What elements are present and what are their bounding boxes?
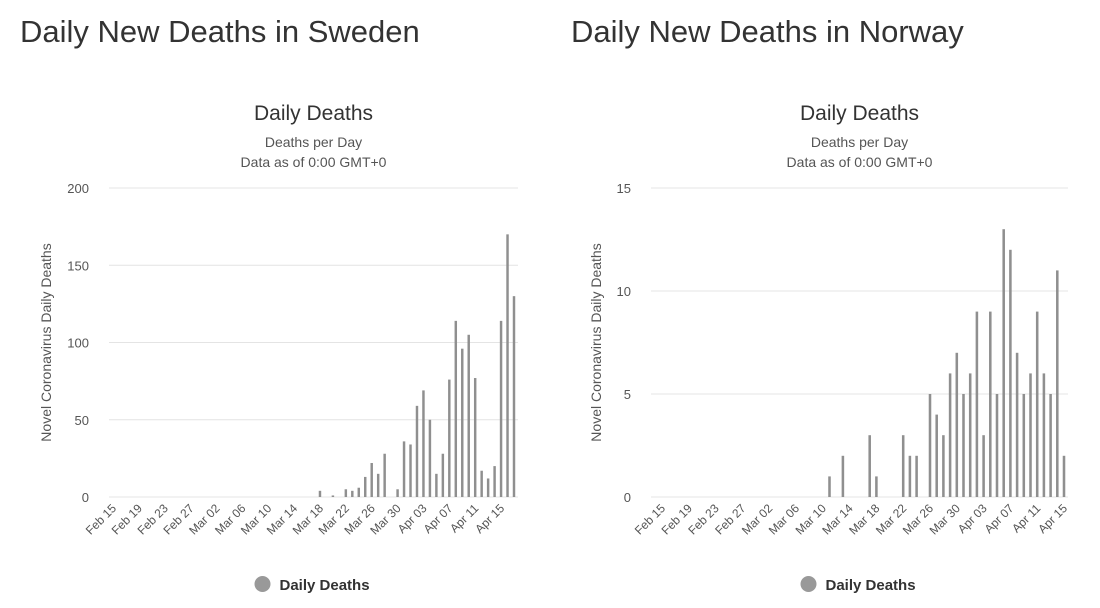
legend-marker	[800, 576, 817, 592]
bar	[1049, 394, 1052, 497]
bar	[1056, 270, 1059, 497]
bar	[995, 394, 999, 497]
bar	[467, 334, 470, 497]
x-tick-label: Apr 15	[472, 501, 507, 536]
bar	[948, 373, 952, 497]
y-tick-label: 10	[617, 284, 631, 299]
y-axis-label: Novel Coronavirus Daily Deaths	[588, 243, 604, 441]
bar	[364, 476, 367, 497]
bar	[868, 435, 871, 497]
legend-label: Daily Deaths	[280, 577, 370, 594]
bar	[480, 470, 483, 497]
chart-title: Daily Deaths	[254, 102, 373, 125]
bar	[982, 435, 985, 497]
bar	[461, 348, 464, 497]
y-tick-label: 0	[82, 490, 89, 505]
bar	[454, 320, 458, 497]
legend-label: Daily Deaths	[826, 577, 916, 594]
bar	[376, 473, 380, 497]
bar	[351, 490, 354, 497]
bar	[928, 394, 932, 497]
y-tick-label: 150	[67, 258, 89, 273]
bar	[448, 379, 451, 497]
page-title-norway: Daily New Deaths in Norway	[571, 14, 964, 49]
bar	[1022, 394, 1026, 497]
x-tick-label: Mar 30	[927, 501, 964, 538]
bar	[441, 453, 445, 497]
bar	[428, 419, 432, 497]
bar	[955, 352, 959, 497]
bar	[396, 489, 399, 497]
x-tick-label: Apr 03	[955, 501, 990, 536]
y-tick-label: 200	[67, 181, 89, 196]
x-tick-label: Apr 07	[421, 501, 456, 536]
bar	[506, 234, 509, 497]
chart-subtitle: Data as of 0:00 GMT+0	[241, 154, 387, 170]
bar	[1015, 352, 1019, 497]
y-tick-label: 50	[75, 413, 89, 428]
bar	[402, 441, 406, 497]
bar	[841, 455, 845, 497]
chart-subtitle: Data as of 0:00 GMT+0	[787, 154, 933, 170]
bar	[512, 296, 516, 497]
bar	[383, 453, 386, 497]
bar	[499, 320, 503, 497]
bar	[828, 476, 831, 497]
bar	[989, 311, 992, 497]
chart-norway: Daily Deaths Deaths per Day Data as of 0:0…	[588, 102, 1070, 594]
chart-subtitle: Deaths per Day	[265, 134, 362, 150]
bar	[1002, 229, 1005, 497]
bar	[357, 487, 361, 497]
bar	[901, 435, 905, 497]
page-title-sweden: Daily New Deaths in Sweden	[20, 14, 420, 49]
y-tick-label: 15	[617, 181, 631, 196]
bar	[493, 466, 496, 497]
bar	[1042, 373, 1046, 497]
bar	[968, 373, 972, 497]
y-tick-label: 0	[624, 490, 631, 505]
bar	[415, 405, 419, 497]
bar	[908, 455, 912, 497]
bar	[473, 378, 477, 497]
bar	[370, 463, 373, 497]
bar	[1029, 373, 1032, 497]
bar	[962, 394, 965, 497]
bar	[435, 473, 438, 497]
bar	[331, 495, 335, 497]
bar	[1009, 249, 1012, 497]
y-axis-label: Novel Coronavirus Daily Deaths	[38, 243, 54, 441]
chart-title: Daily Deaths	[800, 102, 919, 125]
chart-sweden: Daily Deaths Deaths per Day Data as of 0:0…	[38, 102, 518, 594]
x-tick-label: Apr 07	[982, 501, 1017, 536]
bar	[409, 444, 412, 497]
bar	[975, 311, 979, 497]
x-tick-label: Apr 15	[1035, 501, 1070, 536]
bar	[942, 435, 945, 497]
bar	[422, 390, 425, 497]
chart-subtitle: Deaths per Day	[811, 134, 908, 150]
bar	[1062, 455, 1066, 497]
y-tick-label: 100	[67, 336, 89, 351]
bar	[486, 478, 490, 497]
bar	[318, 490, 322, 497]
bar	[875, 476, 878, 497]
bar	[935, 414, 938, 497]
legend-marker	[254, 576, 271, 592]
bar	[344, 489, 348, 497]
bar	[915, 455, 918, 497]
y-tick-label: 5	[624, 387, 631, 402]
bar	[1035, 311, 1039, 497]
